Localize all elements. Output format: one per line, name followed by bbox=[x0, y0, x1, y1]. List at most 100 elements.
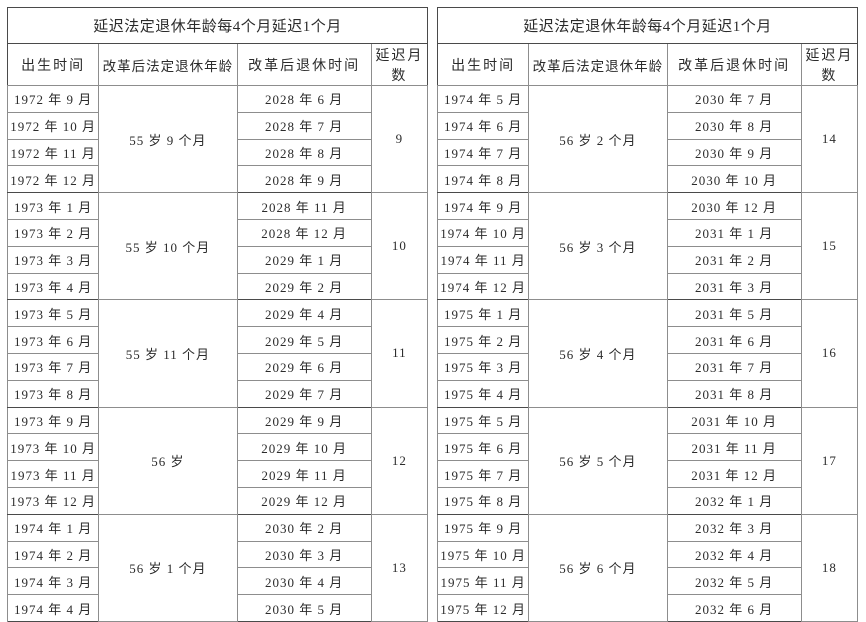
cell-birth-date: 1975 年 12 月 bbox=[436, 594, 530, 622]
table-row: 1974 年 12 月 2031 年 3 月 bbox=[436, 272, 858, 301]
cell-retirement-date: 2032 年 1 月 bbox=[666, 486, 802, 515]
cell-retirement-date: 2031 年 12 月 bbox=[666, 460, 802, 488]
table-row: 1974 年 5 月 56 岁 2 个月 2030 年 7 月 14 bbox=[436, 84, 859, 194]
table-head-left: 延迟法定退休年龄每4个月延迟1个月 出生时间 改革后法定退休年龄 改革后退休时间… bbox=[7, 7, 428, 86]
table-row: 1975 年 2 月 2031 年 6 月 bbox=[436, 326, 858, 354]
cell-delay-months: 9 bbox=[370, 84, 429, 194]
cell-retirement-date: 2028 年 12 月 bbox=[236, 218, 372, 247]
cell-retirement-age: 56 岁 bbox=[98, 406, 238, 515]
table-row: 1973 年 10 月 2029 年 10 月 bbox=[6, 433, 428, 462]
cell-retirement-date: 2030 年 5 月 bbox=[236, 594, 372, 622]
cell-birth-date: 1973 年 5 月 bbox=[6, 299, 100, 328]
table-row: 1974 年 2 月 2030 年 3 月 bbox=[6, 540, 428, 569]
cell-delay-months: 15 bbox=[800, 192, 859, 301]
cell-birth-date: 1974 年 11 月 bbox=[436, 245, 530, 274]
table-body-right: 1974 年 5 月 56 岁 2 个月 2030 年 7 月 14 1974 年 6 … bbox=[436, 84, 859, 622]
cell-retirement-date: 2030 年 12 月 bbox=[666, 192, 802, 220]
cell-birth-date: 1973 年 10 月 bbox=[6, 433, 100, 462]
cell-retirement-date: 2031 年 6 月 bbox=[666, 326, 802, 354]
cell-retirement-date: 2028 年 7 月 bbox=[236, 111, 372, 140]
table-row: 1973 年 6 月 2029 年 5 月 bbox=[6, 326, 428, 354]
table-title-left: 延迟法定退休年龄每4个月延迟1个月 bbox=[7, 7, 428, 44]
schedule-table-left: 延迟法定退休年龄每4个月延迟1个月 出生时间 改革后法定退休年龄 改革后退休时间… bbox=[6, 7, 429, 622]
cell-birth-date: 1975 年 10 月 bbox=[436, 540, 530, 569]
table-row: 1973 年 1 月 55 岁 10 个月 2028 年 11 月 10 bbox=[6, 192, 429, 301]
table-title-right: 延迟法定退休年龄每4个月延迟1个月 bbox=[437, 7, 858, 44]
cell-retirement-date: 2029 年 11 月 bbox=[236, 460, 372, 488]
cell-retirement-date: 2029 年 12 月 bbox=[236, 486, 372, 515]
cell-birth-date: 1974 年 4 月 bbox=[6, 594, 100, 622]
cell-birth-date: 1974 年 5 月 bbox=[436, 85, 530, 113]
cell-retirement-date: 2030 年 10 月 bbox=[666, 165, 802, 194]
column-header-delay-right: 延迟月数 bbox=[800, 43, 858, 86]
cell-birth-date: 1975 年 4 月 bbox=[436, 379, 530, 408]
table-row: 1974 年 9 月 56 岁 3 个月 2030 年 12 月 15 bbox=[436, 192, 859, 301]
cell-delay-months: 16 bbox=[800, 299, 859, 408]
cell-retirement-date: 2030 年 9 月 bbox=[666, 138, 802, 167]
table-row: 1974 年 7 月 2030 年 9 月 bbox=[436, 138, 858, 167]
cell-retirement-date: 2031 年 7 月 bbox=[666, 352, 802, 381]
cell-retirement-date: 2029 年 10 月 bbox=[236, 433, 372, 462]
cell-birth-date: 1975 年 7 月 bbox=[436, 460, 530, 488]
cell-retirement-date: 2031 年 10 月 bbox=[666, 406, 802, 435]
cell-birth-date: 1972 年 12 月 bbox=[6, 165, 100, 194]
cell-retirement-date: 2031 年 1 月 bbox=[666, 218, 802, 247]
table-body-left: 1972 年 9 月 55 岁 9 个月 2028 年 6 月 9 1972 年 10 … bbox=[6, 84, 429, 622]
schedule-table-left-wrapper: 延迟法定退休年龄每4个月延迟1个月 出生时间 改革后法定退休年龄 改革后退休时间… bbox=[6, 7, 429, 622]
header-row-left: 出生时间 改革后法定退休年龄 改革后退休时间 延迟月数 bbox=[7, 43, 428, 86]
cell-birth-date: 1973 年 7 月 bbox=[6, 352, 100, 381]
table-row: 1973 年 3 月 2029 年 1 月 bbox=[6, 245, 428, 274]
cell-birth-date: 1972 年 9 月 bbox=[6, 85, 100, 113]
cell-retirement-date: 2031 年 5 月 bbox=[666, 299, 802, 328]
cell-birth-date: 1974 年 2 月 bbox=[6, 540, 100, 569]
cell-birth-date: 1975 年 9 月 bbox=[436, 513, 530, 542]
table-row: 1975 年 4 月 2031 年 8 月 bbox=[436, 379, 858, 408]
cell-birth-date: 1972 年 10 月 bbox=[6, 111, 100, 140]
table-row: 1975 年 3 月 2031 年 7 月 bbox=[436, 352, 858, 381]
cell-retirement-age: 56 岁 3 个月 bbox=[528, 192, 668, 301]
cell-birth-date: 1974 年 8 月 bbox=[436, 165, 530, 194]
cell-delay-months: 12 bbox=[370, 406, 429, 515]
schedule-table-right-wrapper: 延迟法定退休年龄每4个月延迟1个月 出生时间 改革后法定退休年龄 改革后退休时间… bbox=[436, 7, 859, 622]
cell-retirement-age: 56 岁 5 个月 bbox=[528, 406, 668, 515]
cell-birth-date: 1973 年 3 月 bbox=[6, 245, 100, 274]
cell-birth-date: 1974 年 7 月 bbox=[436, 138, 530, 167]
table-head-right: 延迟法定退休年龄每4个月延迟1个月 出生时间 改革后法定退休年龄 改革后退休时间… bbox=[437, 7, 858, 86]
column-header-age-left: 改革后法定退休年龄 bbox=[98, 43, 238, 86]
cell-delay-months: 14 bbox=[800, 84, 859, 194]
cell-retirement-age: 55 岁 9 个月 bbox=[98, 84, 238, 194]
cell-retirement-date: 2029 年 2 月 bbox=[236, 272, 372, 301]
table-row: 1975 年 10 月 2032 年 4 月 bbox=[436, 540, 858, 569]
cell-birth-date: 1973 年 11 月 bbox=[6, 460, 100, 488]
cell-retirement-date: 2028 年 11 月 bbox=[236, 192, 372, 220]
column-header-delay-left: 延迟月数 bbox=[370, 43, 428, 86]
cell-birth-date: 1973 年 12 月 bbox=[6, 486, 100, 515]
cell-retirement-date: 2032 年 6 月 bbox=[666, 594, 802, 622]
cell-birth-date: 1973 年 2 月 bbox=[6, 218, 100, 247]
cell-birth-date: 1974 年 12 月 bbox=[436, 272, 530, 301]
table-row: 1973 年 2 月 2028 年 12 月 bbox=[6, 218, 428, 247]
table-row: 1973 年 7 月 2029 年 6 月 bbox=[6, 352, 428, 381]
cell-birth-date: 1975 年 3 月 bbox=[436, 352, 530, 381]
table-row: 1975 年 9 月 56 岁 6 个月 2032 年 3 月 18 bbox=[436, 513, 859, 622]
cell-retirement-date: 2028 年 9 月 bbox=[236, 165, 372, 194]
table-row: 1975 年 11 月 2032 年 5 月 bbox=[436, 567, 858, 596]
header-row-right: 出生时间 改革后法定退休年龄 改革后退休时间 延迟月数 bbox=[437, 43, 858, 86]
cell-birth-date: 1973 年 6 月 bbox=[6, 326, 100, 354]
cell-retirement-date: 2031 年 3 月 bbox=[666, 272, 802, 301]
cell-birth-date: 1974 年 1 月 bbox=[6, 513, 100, 542]
table-row: 1972 年 12 月 2028 年 9 月 bbox=[6, 165, 428, 194]
cell-retirement-date: 2030 年 8 月 bbox=[666, 111, 802, 140]
cell-retirement-date: 2031 年 11 月 bbox=[666, 433, 802, 462]
table-row: 1972 年 11 月 2028 年 8 月 bbox=[6, 138, 428, 167]
cell-retirement-date: 2029 年 9 月 bbox=[236, 406, 372, 435]
table-row: 1975 年 8 月 2032 年 1 月 bbox=[436, 486, 858, 515]
cell-delay-months: 10 bbox=[370, 192, 429, 301]
table-row: 1974 年 1 月 56 岁 1 个月 2030 年 2 月 13 bbox=[6, 513, 429, 622]
cell-birth-date: 1975 年 8 月 bbox=[436, 486, 530, 515]
cell-retirement-age: 56 岁 1 个月 bbox=[98, 513, 238, 622]
cell-retirement-date: 2032 年 4 月 bbox=[666, 540, 802, 569]
cell-retirement-date: 2028 年 8 月 bbox=[236, 138, 372, 167]
cell-birth-date: 1973 年 1 月 bbox=[6, 192, 100, 220]
cell-delay-months: 13 bbox=[370, 513, 429, 622]
